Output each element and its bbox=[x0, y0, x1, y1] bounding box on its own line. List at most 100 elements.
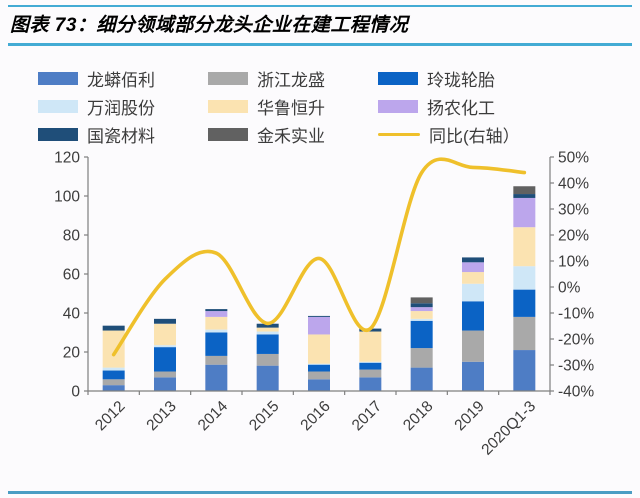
bar-segment bbox=[308, 315, 330, 317]
legend-label: 龙蟒佰利 bbox=[87, 71, 155, 90]
bar-segment bbox=[256, 327, 279, 332]
bar-segment bbox=[102, 325, 125, 331]
legend-item-1: 龙蟒佰利 bbox=[38, 66, 155, 91]
bar-stack-2014 bbox=[205, 309, 228, 391]
bar-segment bbox=[154, 347, 176, 372]
bar-segment bbox=[410, 311, 433, 319]
bar-segment bbox=[513, 186, 536, 195]
chart-legend: 龙蟒佰利 浙江龙盛 玲珑轮胎 万润股份 华鲁恒升 扬农化工 国瓷材料 金禾实业 同比(右轴） bbox=[0, 0, 640, 150]
bar-segment bbox=[359, 369, 382, 378]
legend-item-5: 华鲁恒升 bbox=[208, 94, 325, 119]
bar-series-group bbox=[102, 186, 536, 391]
legend-label: 金禾实业 bbox=[257, 127, 325, 146]
bar-segment bbox=[359, 361, 382, 363]
figure-title: 图表 73：细分领域部分龙头企业在建工程情况 bbox=[10, 15, 409, 36]
legend-swatch-icon bbox=[38, 128, 78, 141]
bar-segment bbox=[513, 266, 536, 290]
bar-segment bbox=[154, 345, 176, 348]
bar-segment bbox=[154, 323, 176, 346]
bar-segment bbox=[154, 318, 176, 324]
bar-stack-2017 bbox=[359, 328, 382, 391]
left-axis-tick-label: 0 bbox=[71, 384, 80, 401]
bar-segment bbox=[513, 350, 536, 391]
right-axis-tick-label: 20% bbox=[558, 228, 589, 245]
right-axis-tick-label: -20% bbox=[558, 332, 594, 349]
legend-swatch-icon bbox=[378, 72, 418, 85]
legend-label: 同比(右轴） bbox=[429, 127, 520, 146]
legend-swatch-icon bbox=[38, 100, 78, 113]
x-axis-category-label: 2019 bbox=[451, 398, 487, 434]
bar-segment bbox=[462, 301, 484, 331]
bar-segment bbox=[308, 379, 330, 391]
bar-segment bbox=[513, 227, 536, 267]
bar-segment bbox=[462, 262, 484, 273]
bar-segment bbox=[513, 289, 536, 317]
left-axis-tick-label: 80 bbox=[63, 228, 81, 245]
bar-segment bbox=[410, 367, 433, 391]
bar-segment bbox=[462, 361, 484, 391]
x-axis-category-label: 2012 bbox=[92, 398, 128, 434]
bar-segment bbox=[205, 309, 228, 312]
yoy-trend-line bbox=[111, 157, 527, 357]
x-axis-category-label: 2013 bbox=[143, 398, 179, 434]
bar-segment bbox=[410, 348, 433, 368]
bar-segment bbox=[410, 303, 433, 308]
bar-stack-2018 bbox=[410, 297, 433, 391]
bar-segment bbox=[205, 364, 228, 391]
x-axis-category-label: 2020Q1-3 bbox=[478, 398, 539, 459]
bar-stack-2019 bbox=[462, 257, 484, 391]
bar-stack-2016 bbox=[308, 315, 330, 391]
legend-swatch-icon bbox=[208, 100, 248, 113]
bar-segment bbox=[359, 331, 382, 362]
bar-segment bbox=[205, 332, 228, 356]
bar-segment bbox=[462, 283, 484, 302]
right-axis-tick-label: 0% bbox=[558, 280, 581, 297]
left-axis-tick-label: 120 bbox=[54, 150, 80, 167]
right-axis-tick-label: -10% bbox=[558, 306, 594, 323]
bar-segment bbox=[205, 355, 228, 365]
figure-bottom-rule bbox=[8, 491, 632, 494]
bar-segment bbox=[308, 316, 330, 335]
right-axis-tick-label: -30% bbox=[558, 358, 594, 375]
right-axis-tick-label: 30% bbox=[558, 202, 589, 219]
legend-label: 国瓷材料 bbox=[87, 127, 155, 146]
bar-segment bbox=[256, 334, 279, 354]
legend-item-2: 浙江龙盛 bbox=[208, 66, 325, 91]
x-axis-category-label: 2016 bbox=[297, 398, 333, 434]
bar-stack-2012 bbox=[102, 325, 125, 391]
bar-segment bbox=[308, 371, 330, 380]
bar-segment bbox=[256, 323, 279, 328]
bar-segment bbox=[102, 385, 125, 391]
bar-segment bbox=[359, 362, 382, 370]
legend-swatch-icon bbox=[38, 72, 78, 85]
bar-segment bbox=[154, 377, 176, 391]
bar-segment bbox=[462, 257, 484, 263]
legend-swatch-icon bbox=[208, 128, 248, 141]
left-axis-tick-label: 40 bbox=[63, 306, 81, 323]
left-axis-tick-label: 20 bbox=[63, 345, 81, 362]
x-axis-category-label: 2017 bbox=[349, 398, 385, 434]
bar-stack-2013 bbox=[154, 318, 176, 391]
legend-label: 万润股份 bbox=[87, 99, 155, 118]
legend-item-7: 国瓷材料 bbox=[38, 122, 155, 147]
legend-item-8: 金禾实业 bbox=[208, 122, 325, 147]
bar-segment bbox=[102, 370, 125, 380]
x-axis-category-label: 2015 bbox=[246, 398, 282, 434]
legend-item-3: 玲珑轮胎 bbox=[378, 66, 495, 91]
bar-stack-2020Q1-3 bbox=[513, 186, 536, 391]
bar-segment bbox=[256, 353, 279, 366]
bar-stack-2015 bbox=[256, 323, 279, 391]
left-axis-tick-label: 100 bbox=[54, 189, 80, 206]
bar-segment bbox=[410, 318, 433, 321]
x-axis-category-label: 2018 bbox=[400, 398, 436, 434]
combo-chart: 0 20 40 60 80 100 120 -40% -30% -20% -10% 0% 10% 20% 3… bbox=[54, 150, 594, 459]
header-top-rule bbox=[8, 5, 632, 7]
bar-segment bbox=[154, 371, 176, 378]
bar-segment bbox=[102, 330, 125, 368]
bar-segment bbox=[102, 367, 125, 371]
legend-label: 华鲁恒升 bbox=[257, 99, 325, 118]
bar-segment bbox=[462, 330, 484, 362]
legend-line-icon bbox=[378, 132, 420, 137]
right-axis-tick-label: 50% bbox=[558, 150, 589, 167]
bar-segment bbox=[462, 272, 484, 284]
